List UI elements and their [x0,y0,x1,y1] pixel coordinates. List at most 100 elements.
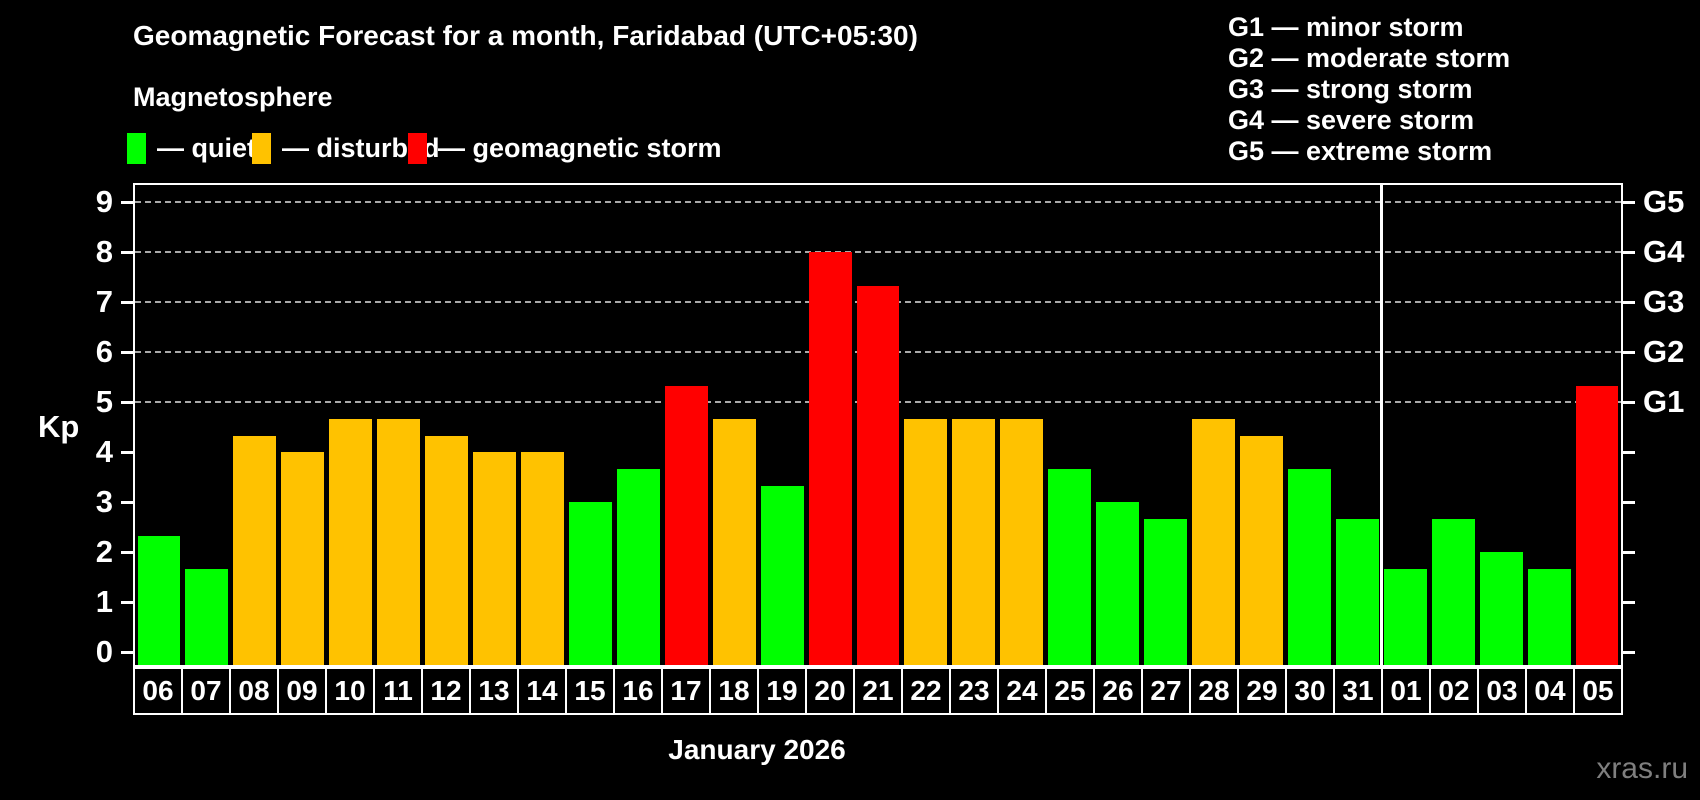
chart-title: Geomagnetic Forecast for a month, Farida… [133,20,918,51]
day-label-31: 31 [1333,667,1383,715]
day-label-25: 25 [1045,667,1095,715]
kp-bar-day-27 [1144,518,1188,665]
kp-bar-day-01 [1383,568,1427,665]
day-label-10: 10 [325,667,375,715]
g-legend-line-2: G2 — moderate storm [1228,43,1511,73]
kp-bar-day-05 [1575,385,1619,665]
y-axis-tick [121,401,133,404]
g-legend-line-5: G5 — extreme storm [1228,136,1493,166]
day-label-01: 01 [1381,667,1431,715]
kp-bar-day-31 [1335,518,1379,665]
right-axis-tick [1623,601,1635,604]
kp-bar-day-24 [1000,418,1044,665]
legend-swatch-quiet [127,133,146,164]
y-axis-tick-label: 7 [95,284,113,319]
right-axis-tick [1623,451,1635,454]
legend-item-quiet: — quiet [127,133,256,164]
kp-bar-day-11 [377,418,421,665]
gridline-kp9 [135,201,1621,203]
day-label-20: 20 [805,667,855,715]
kp-bar-day-22 [904,418,948,665]
y-axis-tick [121,351,133,354]
day-label-16: 16 [613,667,663,715]
kp-bar-day-19 [760,485,804,665]
kp-bar-day-10 [329,418,373,665]
kp-bar-day-09 [281,452,325,665]
kp-bar-day-15 [568,502,612,665]
legend-swatch-disturbed [252,133,271,164]
right-axis-label-G4: G4 [1643,234,1685,269]
legend-swatch-storm [408,133,427,164]
day-label-13: 13 [469,667,519,715]
legend-item-storm: — geomagnetic storm [408,133,722,164]
day-label-17: 17 [661,667,711,715]
kp-bar-day-26 [1096,502,1140,665]
right-axis-tick [1623,301,1635,304]
y-axis-tick [121,251,133,254]
right-axis-tick [1623,401,1635,404]
legend-label-storm: — geomagnetic storm [438,133,722,163]
day-label-23: 23 [949,667,999,715]
right-axis-tick [1623,251,1635,254]
day-label-03: 03 [1477,667,1527,715]
g-scale-legend: G1 — minor storm G2 — moderate storm G3 — … [1228,12,1510,167]
gridline-kp8 [135,251,1621,253]
day-label-15: 15 [565,667,615,715]
y-axis-tick [121,501,133,504]
right-axis-label-G1: G1 [1643,384,1685,419]
y-axis-tick-label: 1 [95,584,113,619]
y-axis-tick [121,201,133,204]
day-label-21: 21 [853,667,903,715]
right-axis-tick [1623,551,1635,554]
kp-bar-day-30 [1287,468,1331,665]
watermark: xras.ru [1596,752,1688,785]
day-label-05: 05 [1573,667,1623,715]
kp-bar-day-29 [1240,435,1283,665]
kp-bar-day-12 [425,435,469,665]
right-axis-tick [1623,651,1635,654]
g-legend-line-1: G1 — minor storm [1228,12,1464,42]
y-axis-tick-label: 3 [95,484,113,519]
x-axis-title: January 2026 [668,734,846,765]
y-axis-title: Kp [38,409,80,444]
day-label-18: 18 [709,667,759,715]
day-label-29: 29 [1237,667,1287,715]
g-legend-line-3: G3 — strong storm [1228,74,1473,104]
day-label-11: 11 [373,667,423,715]
x-axis-day-labels: 06 07 08 09 10 11 12 13 14 15 16 17 18 19 20 21 22 23 24 25… [133,667,1623,715]
day-label-30: 30 [1285,667,1335,715]
kp-bar-day-28 [1192,418,1235,665]
kp-bar-day-13 [473,452,516,665]
kp-bar-day-21 [856,285,900,665]
day-label-24: 24 [997,667,1047,715]
day-label-19: 19 [757,667,807,715]
kp-bar-day-14 [520,452,564,665]
plot-area [133,183,1623,667]
right-axis-tick [1623,201,1635,204]
day-label-22: 22 [901,667,951,715]
kp-bar-day-17 [664,385,708,665]
y-axis-tick-label: 0 [95,634,113,669]
day-label-14: 14 [517,667,567,715]
kp-bar-day-20 [808,252,852,665]
day-label-06: 06 [133,667,183,715]
chart-subtitle: Magnetosphere [133,82,333,112]
kp-bar-day-02 [1431,518,1475,665]
right-axis-label-G5: G5 [1643,184,1685,219]
y-axis-tick [121,301,133,304]
day-label-28: 28 [1189,667,1239,715]
kp-bar-day-06 [137,535,181,665]
kp-bar-day-08 [233,435,277,665]
y-axis-tick-label: 4 [95,434,113,469]
y-axis-tick [121,651,133,654]
right-axis-label-G3: G3 [1643,284,1685,319]
month-divider [1379,185,1383,665]
legend-label-quiet: — quiet [157,133,256,163]
y-axis-tick [121,451,133,454]
day-label-09: 09 [277,667,327,715]
kp-bar-day-25 [1048,468,1092,665]
kp-bar-day-07 [185,568,229,665]
right-axis-label-G2: G2 [1643,334,1685,369]
g-legend-line-4: G4 — severe storm [1228,105,1475,135]
